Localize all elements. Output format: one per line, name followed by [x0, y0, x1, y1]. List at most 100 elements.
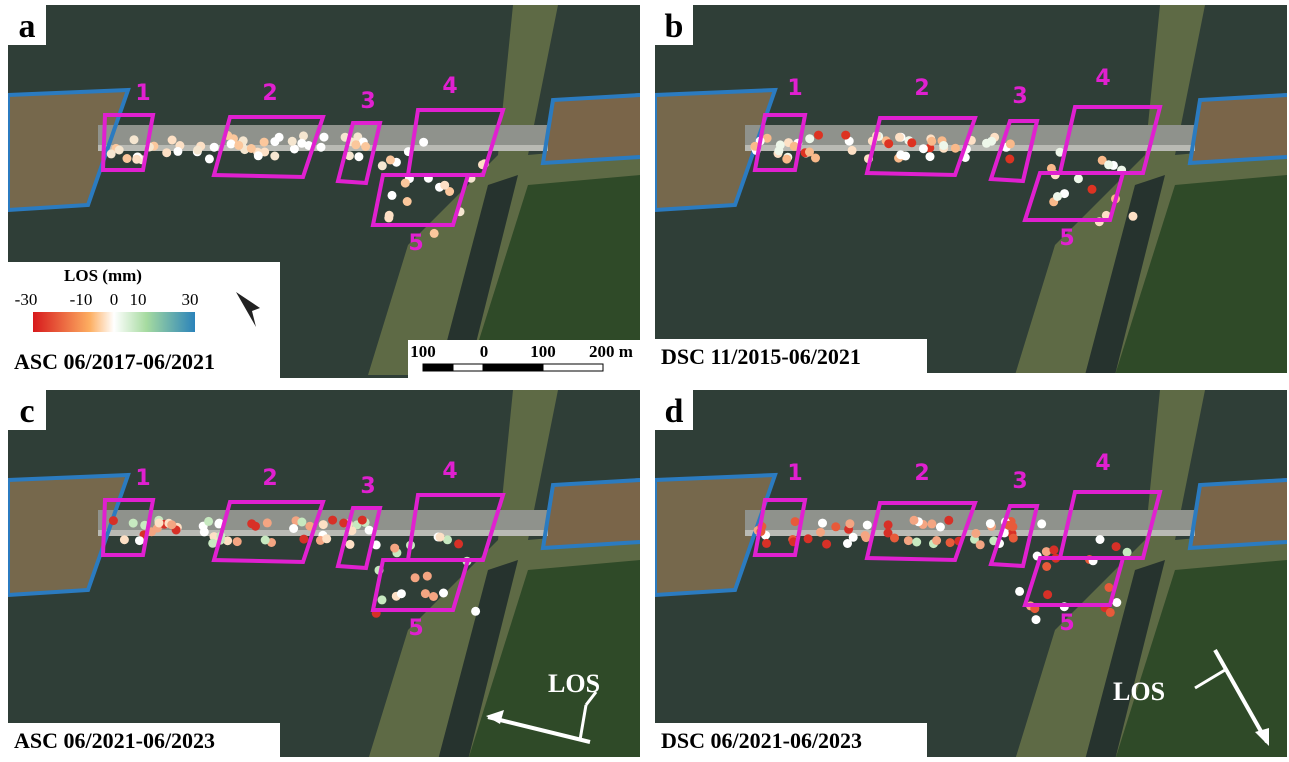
- map-panel: 1 2 3 4 5 d DSC 06/2021-06/2023 LOS: [655, 390, 1287, 757]
- region-box: [335, 121, 383, 186]
- panel-letter: b: [665, 8, 684, 45]
- region-box: [1057, 105, 1163, 175]
- point: [289, 524, 299, 533]
- point: [299, 131, 308, 141]
- point: [816, 527, 825, 537]
- point: [339, 518, 349, 528]
- point: [400, 178, 410, 188]
- letter-box: [8, 390, 46, 430]
- region-box: [1022, 556, 1126, 607]
- blue-outline: [655, 472, 778, 598]
- point: [454, 539, 464, 549]
- point: [903, 536, 913, 546]
- point: [351, 140, 361, 150]
- land-right-top: [1190, 93, 1287, 163]
- map-panel: 1 2 3 4 5 b DSC 11/2015-06/2021: [655, 5, 1287, 373]
- land-right-top: [1190, 478, 1287, 548]
- region-label: 1: [787, 76, 802, 101]
- region-label: 2: [262, 81, 277, 106]
- point: [775, 140, 785, 150]
- point: [209, 142, 219, 152]
- point: [971, 528, 981, 538]
- land-left: [655, 90, 775, 210]
- point: [435, 532, 445, 542]
- point: [901, 151, 911, 161]
- point: [1112, 598, 1122, 607]
- point: [287, 136, 297, 146]
- region-box: [752, 498, 808, 557]
- scale-box: [408, 340, 640, 378]
- region-box: [752, 113, 808, 172]
- point: [1105, 607, 1115, 617]
- point: [419, 137, 429, 147]
- point: [845, 519, 855, 529]
- point: [319, 132, 329, 142]
- point: [173, 146, 183, 156]
- point: [841, 130, 851, 140]
- blue-outline: [540, 478, 640, 551]
- point: [1005, 154, 1015, 164]
- blue-outline: [1187, 93, 1287, 166]
- point: [429, 592, 438, 601]
- point: [985, 519, 995, 529]
- region-box: [864, 116, 978, 178]
- los-label: LOS: [1113, 677, 1165, 706]
- arrow-head: [486, 710, 504, 724]
- los-arrow: [487, 715, 591, 744]
- dam-road: [745, 530, 1195, 536]
- region-box: [1057, 490, 1163, 560]
- point: [803, 534, 813, 544]
- point: [422, 571, 432, 581]
- point: [811, 153, 820, 163]
- forest: [468, 560, 640, 757]
- point: [204, 154, 214, 164]
- point: [232, 537, 242, 547]
- scale-label: 100: [530, 342, 556, 361]
- point: [945, 538, 955, 548]
- region-box: [211, 500, 326, 565]
- panel-letter: c: [19, 393, 34, 430]
- colorbar-tick: 30: [182, 290, 199, 309]
- point: [364, 525, 374, 535]
- colorbar-tick: 0: [110, 290, 119, 309]
- point: [234, 140, 244, 150]
- letter-box: [655, 390, 693, 430]
- map-panel: 1 2 3 4 5 c ASC 06/2021-06/2023 LOS: [8, 390, 640, 757]
- point: [987, 136, 997, 146]
- region-box: [370, 558, 471, 612]
- point: [1049, 545, 1059, 555]
- point: [1043, 590, 1053, 600]
- scale-label: 0: [480, 342, 489, 361]
- point: [122, 154, 132, 163]
- region-box: [335, 506, 383, 571]
- point: [890, 533, 899, 543]
- blue-outline: [1187, 478, 1287, 551]
- point: [805, 147, 814, 157]
- blue-outline: [655, 87, 778, 213]
- canal: [438, 560, 518, 757]
- region-label: 3: [1012, 469, 1027, 494]
- point: [390, 543, 400, 553]
- point: [895, 132, 904, 142]
- point: [1104, 160, 1114, 170]
- region-box: [988, 504, 1040, 569]
- point: [318, 520, 328, 530]
- point: [114, 145, 124, 155]
- forest: [1115, 560, 1287, 757]
- map-panel: 1 2 3 4 5 a ASC 06/2017-06/2021 LOS (mm) -30 -10 0…: [8, 5, 640, 378]
- scale-label: 100: [410, 342, 436, 361]
- point: [106, 149, 116, 159]
- scale-label: 200 m: [589, 342, 633, 361]
- point: [907, 138, 917, 148]
- forest: [1115, 175, 1287, 373]
- point: [253, 151, 263, 161]
- point: [912, 537, 922, 547]
- scale-segment: [542, 363, 604, 372]
- point: [927, 519, 937, 529]
- region-label: 1: [135, 81, 150, 106]
- point: [297, 138, 307, 148]
- point: [1042, 562, 1052, 571]
- point: [1095, 535, 1105, 544]
- point: [439, 588, 448, 598]
